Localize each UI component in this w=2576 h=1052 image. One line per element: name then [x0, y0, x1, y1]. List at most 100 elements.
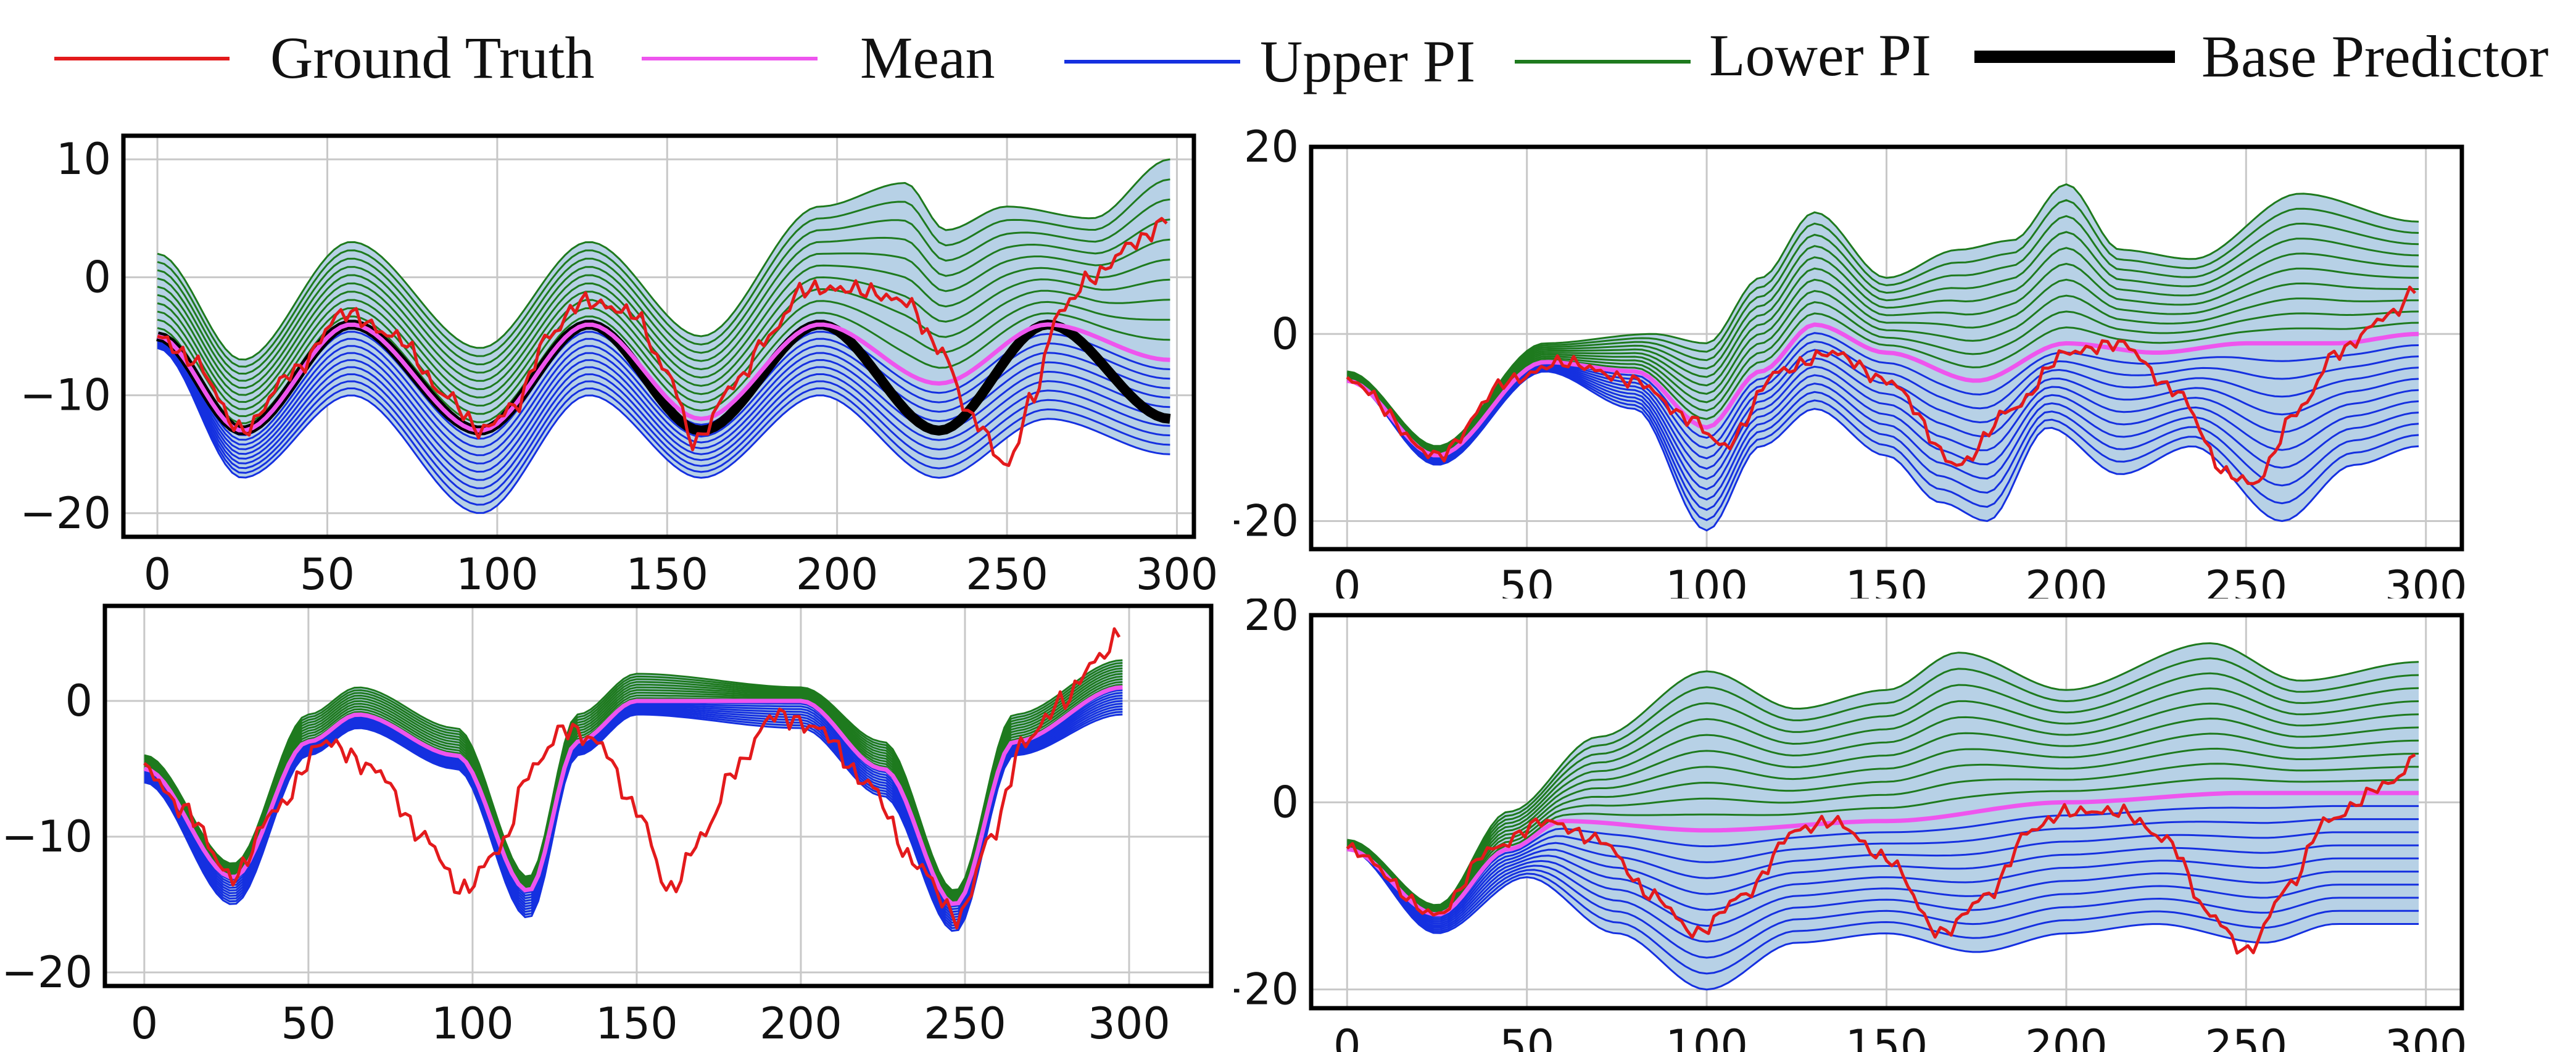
x-tick-label: 100 [431, 998, 514, 1049]
legend-item-upper-pi: Upper PI [1064, 28, 1475, 94]
upper-pi-line [1347, 848, 2419, 959]
lower-pi-line [1347, 278, 2419, 453]
y-tick-label: −10 [20, 370, 111, 421]
x-tick-label: 250 [2205, 1021, 2288, 1052]
x-tick-label: 300 [1136, 549, 1219, 598]
lower-pi-line [1347, 199, 2419, 448]
ground-truth-line [1346, 285, 2417, 486]
upper-pi-line [1347, 848, 2419, 925]
mean-line [157, 322, 1170, 433]
x-tick-label: 150 [626, 549, 708, 598]
x-tick-label: 100 [1665, 561, 1748, 598]
legend-label-ground-truth: Ground Truth [270, 25, 594, 91]
lower-pi-line [1347, 289, 2419, 454]
x-tick-label: 0 [131, 998, 159, 1049]
lower-pi-line [157, 178, 1170, 368]
x-tick-label: 50 [1499, 561, 1554, 598]
ground-truth-line [143, 627, 1121, 930]
x-tick-label: 50 [300, 549, 355, 598]
upper-pi-line [1347, 818, 2419, 919]
lower-pi-line [1347, 262, 2419, 452]
plot-frame [1309, 144, 2464, 552]
upper-pi-line [144, 692, 1123, 911]
y-tick-label: 20 [1244, 122, 1299, 172]
lower-pi-line [1347, 301, 2419, 455]
x-tick-label: 200 [2025, 561, 2108, 598]
x-tick-label: 250 [2205, 561, 2288, 598]
y-tick-label: −20 [1, 947, 93, 998]
lower-pi-line [157, 198, 1170, 375]
mean-line [1346, 790, 2419, 917]
lower-pi-outer-line [157, 158, 1170, 361]
upper-pi-outer-line [157, 347, 1170, 514]
x-tick-label: 100 [1665, 1021, 1748, 1052]
x-tick-label: 200 [760, 998, 842, 1049]
plot-frame [121, 133, 1196, 539]
y-tick-label: 0 [1271, 777, 1299, 827]
lower-pi-line [157, 276, 1170, 404]
lower-pi-line [1347, 657, 2419, 907]
ground-truth-line [1346, 753, 2416, 955]
ground-truth-line [157, 217, 1168, 467]
lower-pi-line [157, 300, 1170, 418]
upper-pi-line [157, 346, 1170, 506]
legend-label-base-predictor: Base Predictor [2201, 23, 2549, 89]
x-tick-label: 200 [796, 549, 879, 598]
lower-pi-line [1347, 732, 2419, 912]
upper-pi-line [1347, 844, 2419, 923]
legend-item-ground-truth: Ground Truth [54, 25, 594, 91]
y-tick-label: 10 [56, 134, 111, 184]
legend: Ground Truth Mean Upper PI Lower PI Base… [54, 22, 2549, 94]
lower-pi-line [157, 259, 1170, 396]
y-tick-label: −20 [20, 488, 111, 539]
legend-item-mean: Mean [642, 25, 995, 91]
lower-pi-line [1347, 702, 2419, 910]
plot-frame [102, 603, 1214, 988]
upper-pi-line [144, 694, 1123, 913]
x-tick-label: 50 [281, 998, 336, 1049]
lower-pi-line [1347, 247, 2419, 451]
x-tick-label: 50 [1499, 1021, 1554, 1052]
upper-pi-line [157, 343, 1170, 489]
y-tick-label: −20 [1234, 964, 1299, 1015]
x-tick-label: 150 [1845, 1021, 1928, 1052]
x-tick-label: 300 [2385, 1021, 2467, 1052]
upper-pi-line [157, 339, 1170, 457]
x-tick-label: 250 [966, 549, 1048, 598]
lower-pi-line [157, 238, 1170, 389]
x-tick-label: 150 [1845, 561, 1928, 598]
y-tick-label: −10 [1, 811, 93, 862]
x-tick-label: 150 [595, 998, 678, 1049]
x-tick-label: 0 [144, 549, 172, 598]
upper-pi-line [157, 344, 1170, 498]
mean-line [143, 685, 1123, 906]
upper-pi-line [157, 342, 1170, 481]
lower-pi-outer-line [1347, 642, 2419, 906]
legend-item-base-predictor: Base Predictor [1974, 23, 2549, 89]
y-tick-label: 20 [1244, 598, 1299, 640]
y-tick-label: −20 [1234, 496, 1299, 547]
prediction-interval-band [1347, 184, 2419, 531]
lower-pi-line [1347, 672, 2419, 908]
lower-pi-line [157, 218, 1170, 382]
lower-pi-line [1347, 718, 2419, 911]
chart-bottom-left: 0 50 100 150 200 250 300 0 −10 −20 [1, 603, 1214, 1049]
lower-pi-line [1347, 687, 2419, 909]
upper-pi-outer-line [144, 713, 1123, 932]
x-tick-label: 0 [1333, 561, 1361, 598]
y-tick-label: 0 [83, 252, 111, 302]
lower-pi-line [1347, 231, 2419, 450]
x-tick-label: 0 [1333, 1021, 1361, 1052]
upper-pi-outer-line [1346, 848, 2419, 991]
x-tick-label: 300 [1088, 998, 1170, 1049]
y-tick-label: 0 [1271, 309, 1299, 359]
upper-pi-line [144, 711, 1123, 929]
mean-line [1346, 322, 2419, 458]
upper-pi-line [1347, 848, 2419, 943]
upper-pi-line [157, 340, 1170, 465]
x-tick-label: 250 [924, 998, 1006, 1049]
y-tick-label: 0 [65, 676, 93, 726]
